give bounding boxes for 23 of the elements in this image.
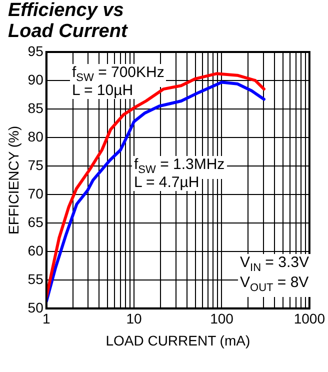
y-tick-label: 90 [28, 71, 44, 88]
x-tick-label: 100 [210, 310, 234, 327]
annotation: V$_{IN}$ = 3.3V [240, 254, 309, 274]
x-tick-label: 1 [42, 310, 50, 327]
y-tick-label: 85 [28, 100, 44, 116]
annotation: f$_{SW}$ = 700KHz [72, 64, 164, 84]
x-tick-label: 10 [126, 310, 142, 327]
y-axis-title: EFFICIENCY (%) [5, 126, 22, 235]
y-tick-label: 65 [28, 214, 44, 230]
y-tick-label: 80 [28, 128, 44, 144]
y-tick-label: 55 [28, 270, 44, 287]
y-tick-label: 70 [28, 185, 44, 202]
x-axis-title: LOAD CURRENT (mA) [106, 332, 250, 348]
y-tick-label: 95 [28, 42, 44, 59]
x-tick-label: 1000 [294, 310, 326, 327]
chart-title: Efficiency vs Load Current [8, 0, 129, 42]
y-tick-label: 60 [28, 242, 44, 258]
annotation: L = 10µH [70, 82, 136, 99]
y-tick-label: 75 [28, 156, 44, 173]
annotation: f$_{SW}$ = 1.3MHz [134, 156, 225, 176]
annotation: L = 4.7µH [132, 174, 202, 191]
y-tick-label: 50 [28, 299, 44, 316]
annotation: V$_{OUT}$ = 8V [238, 274, 311, 297]
